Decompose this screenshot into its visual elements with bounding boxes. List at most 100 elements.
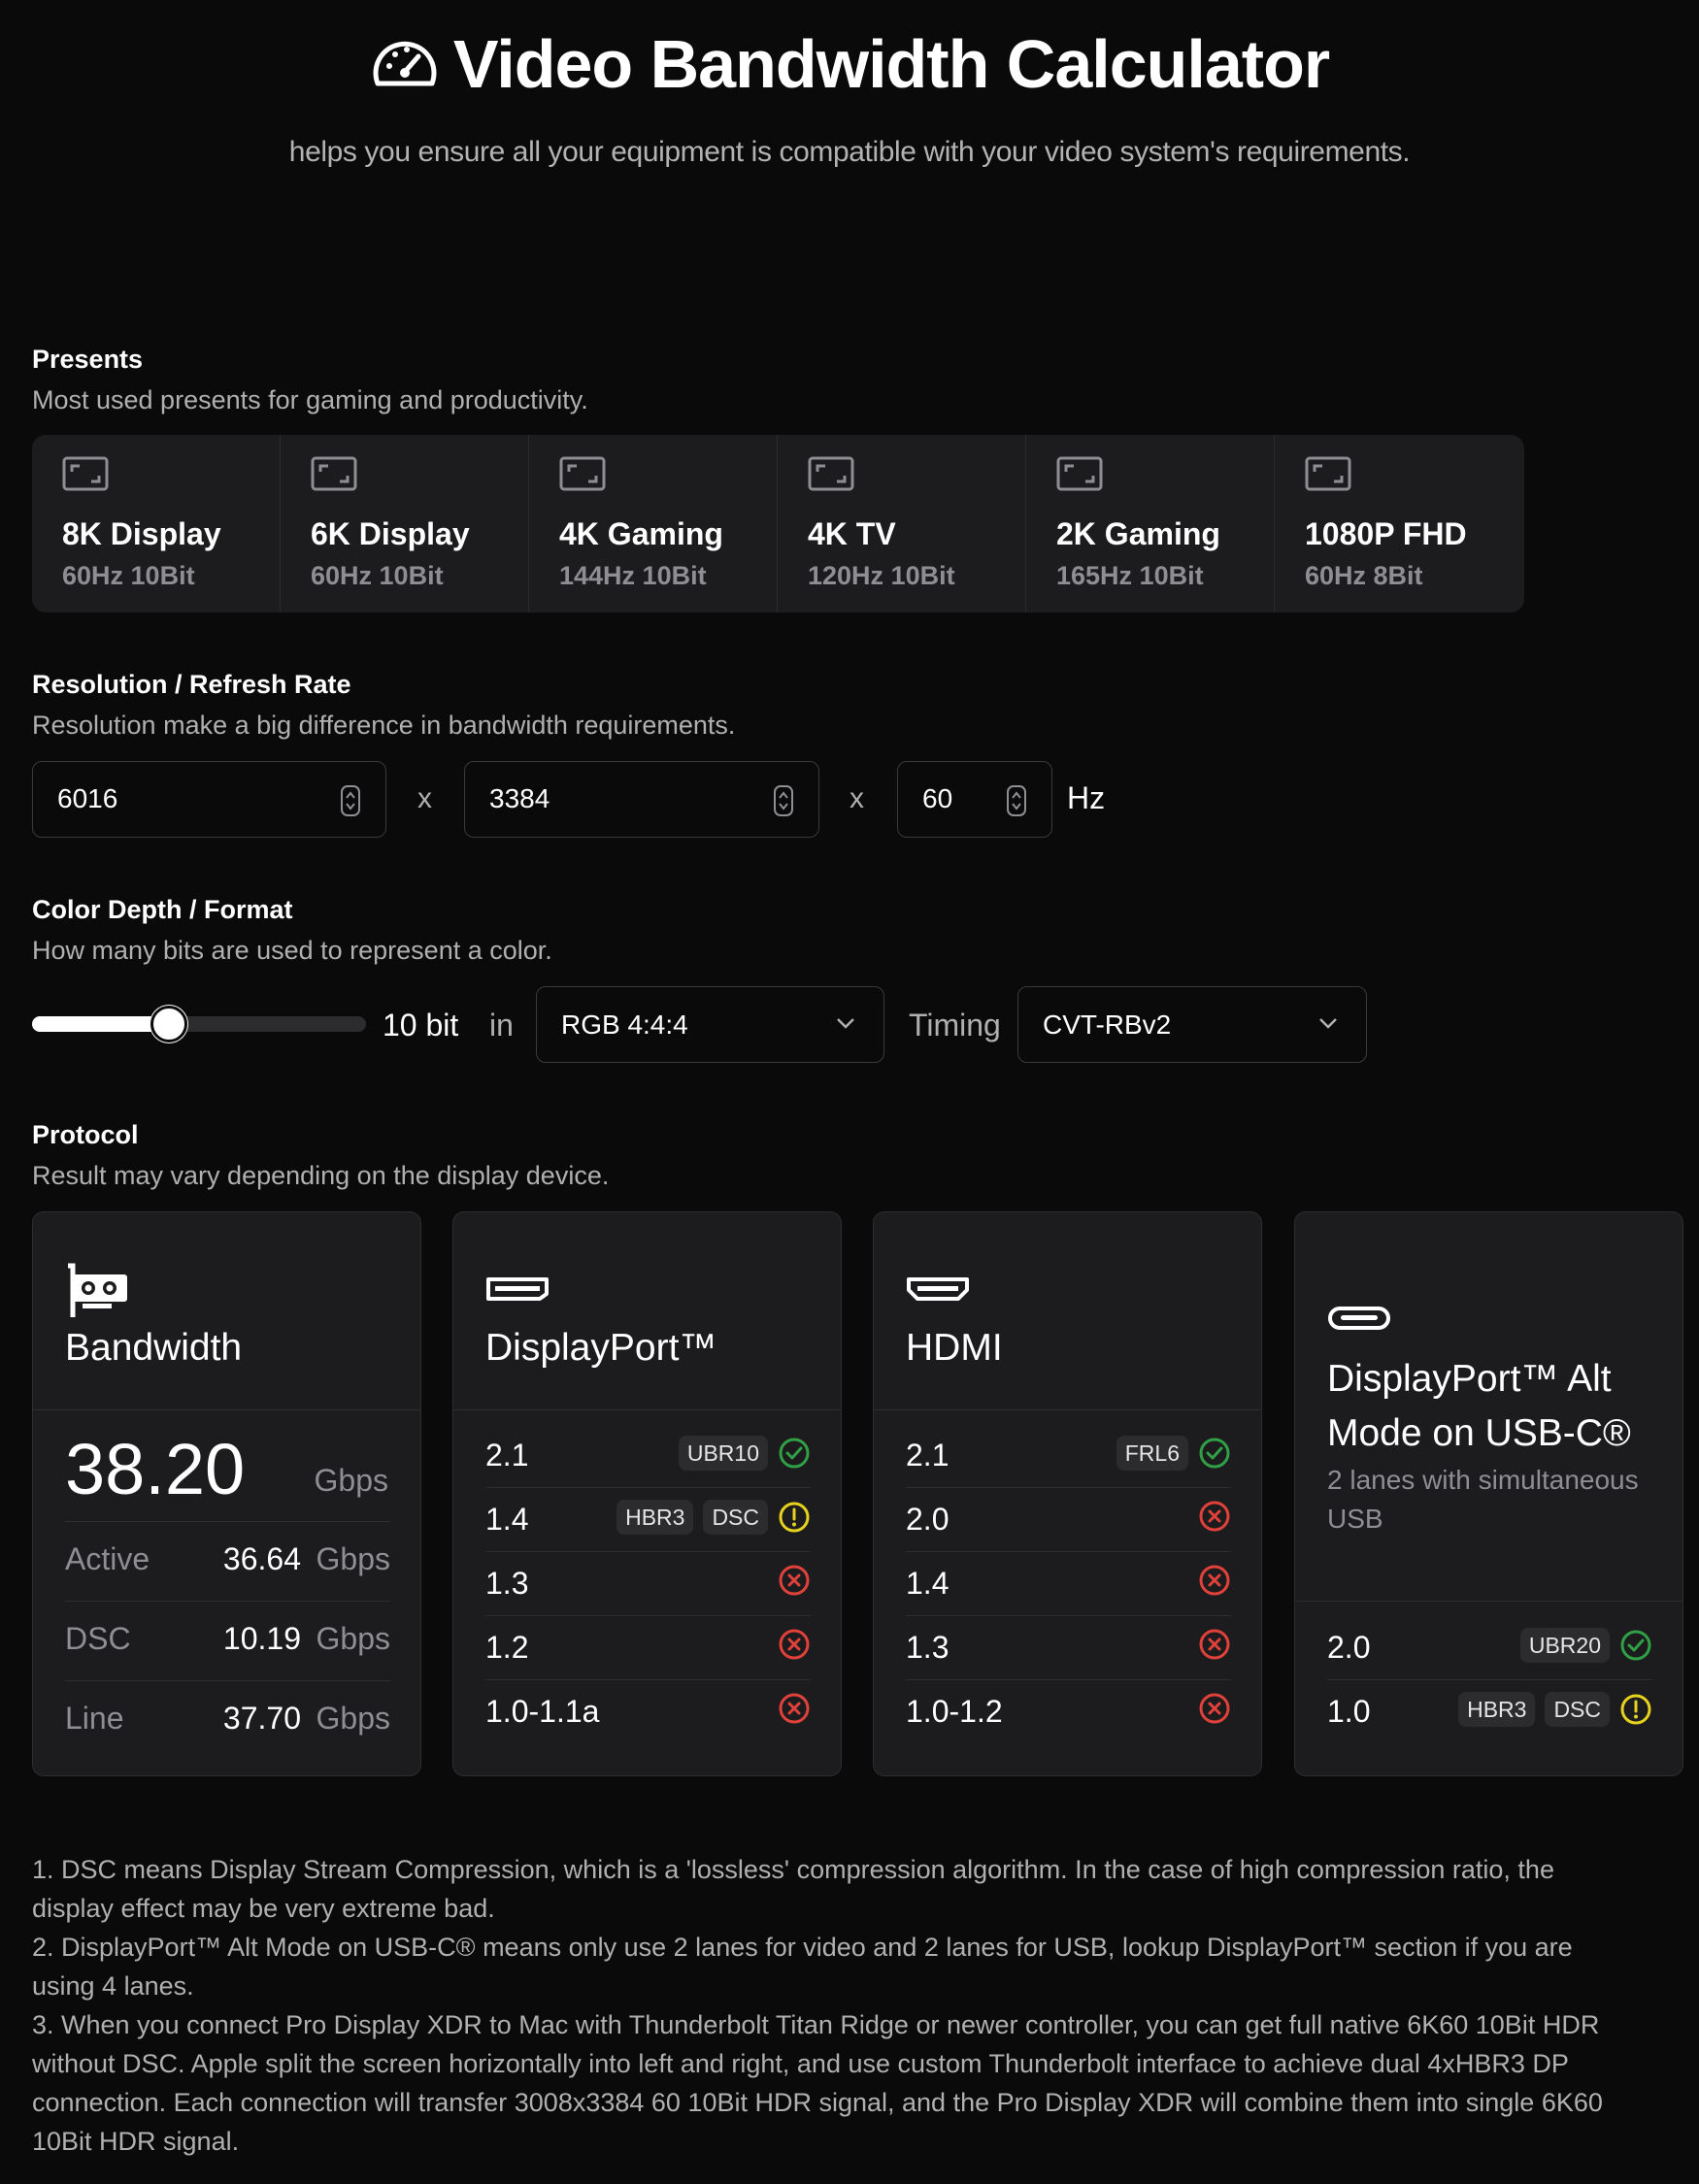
preset-6k-display[interactable]: 6K Display 60Hz 10Bit — [281, 435, 529, 612]
in-label: in — [489, 1008, 514, 1042]
bit-depth-slider[interactable] — [32, 1016, 366, 1032]
stepper-icon[interactable] — [1007, 785, 1026, 816]
screen-frame-icon — [1305, 456, 1351, 491]
preset-spec: 165Hz 10Bit — [1056, 561, 1204, 590]
warning-circle-icon — [1620, 1694, 1651, 1725]
usbc-row-2-0: 2.0 UBR20 — [1327, 1616, 1652, 1680]
color-depth-title: Color Depth / Format — [32, 895, 293, 924]
hdmi-card: HDMI 2.1 FRL6 2.0 1.4 1.3 1.0-1.2 — [873, 1211, 1262, 1776]
timing-select[interactable]: CVT-RBv2 — [1017, 986, 1367, 1063]
color-format-select[interactable]: RGB 4:4:4 — [536, 986, 884, 1063]
version-label: 2.1 — [485, 1438, 529, 1473]
chevron-down-icon — [837, 1018, 854, 1029]
slider-thumb[interactable] — [150, 1006, 187, 1042]
color-format-value: RGB 4:4:4 — [561, 1009, 688, 1040]
timing-value: CVT-RBv2 — [1043, 1009, 1172, 1040]
total-bandwidth-unit: Gbps — [314, 1463, 388, 1498]
bandwidth-row-label: Line — [65, 1701, 124, 1736]
dsc-badge: DSC — [703, 1500, 768, 1535]
bandwidth-row-unit: Gbps — [316, 1621, 390, 1656]
stepper-icon[interactable] — [341, 785, 360, 816]
displayport-row-1-2: 1.2 — [485, 1616, 811, 1680]
screen-frame-icon — [62, 456, 109, 491]
version-label: 1.4 — [906, 1566, 949, 1601]
divider — [33, 1409, 420, 1410]
note-line: 10Bit HDR signal. — [32, 2127, 240, 2156]
x-circle-icon — [1199, 1565, 1230, 1596]
dsc-badge: DSC — [1545, 1692, 1610, 1727]
note-line: without DSC. Apple split the screen hori… — [32, 2049, 1569, 2078]
note-line: 3. When you connect Pro Display XDR to M… — [32, 2010, 1600, 2039]
usb-c-connector-icon — [1328, 1307, 1390, 1330]
bandwidth-row-unit: Gbps — [316, 1701, 390, 1736]
preset-name: 2K Gaming — [1056, 516, 1220, 551]
stepper-icon[interactable] — [774, 785, 793, 816]
preset-spec: 60Hz 10Bit — [62, 561, 195, 590]
presets-list: 8K Display 60Hz 10Bit 6K Display 60Hz 10… — [32, 435, 1524, 612]
hdmi-row-1-4: 1.4 — [906, 1552, 1231, 1616]
preset-8k-display[interactable]: 8K Display 60Hz 10Bit — [32, 435, 281, 612]
chevron-down-icon — [1319, 1018, 1337, 1029]
preset-spec: 60Hz 8Bit — [1305, 561, 1423, 590]
slider-fill — [32, 1016, 173, 1032]
version-label: 2.1 — [906, 1438, 949, 1473]
height-input[interactable]: 3384 — [464, 761, 819, 838]
hz-unit-label: Hz — [1067, 780, 1106, 815]
preset-name: 1080P FHD — [1305, 516, 1467, 551]
height-value: 3384 — [489, 783, 550, 813]
presets-description: Most used presents for gaming and produc… — [32, 385, 588, 414]
width-value: 6016 — [57, 783, 118, 813]
bandwidth-row-unit: Gbps — [316, 1541, 390, 1576]
note-line: 1. DSC means Display Stream Compression,… — [32, 1855, 1554, 1884]
version-label: 1.3 — [906, 1630, 949, 1665]
displayport-connector-icon — [486, 1277, 549, 1301]
bandwidth-row-value: 36.64 — [222, 1541, 301, 1576]
version-label: 1.0-1.1a — [485, 1694, 600, 1729]
hdmi-row-2-0: 2.0 — [906, 1488, 1231, 1552]
preset-spec: 144Hz 10Bit — [559, 561, 707, 590]
refresh-rate-input[interactable]: 60 — [897, 761, 1052, 838]
usbc-card: DisplayPort™ Alt Mode on USB-C® 2 lanes … — [1294, 1211, 1683, 1776]
version-label: 1.0 — [1327, 1694, 1371, 1729]
resolution-title: Resolution / Refresh Rate — [32, 670, 351, 699]
displayport-row-1-4: 1.4 HBR3 DSC — [485, 1488, 811, 1552]
color-depth-description: How many bits are used to represent a co… — [32, 936, 552, 965]
x-circle-icon — [779, 1629, 810, 1660]
bandwidth-title: Bandwidth — [65, 1327, 243, 1369]
footnotes: 1. DSC means Display Stream Compression,… — [32, 1850, 1682, 2161]
link-rate-badge: HBR3 — [1458, 1692, 1536, 1727]
screen-frame-icon — [1056, 456, 1103, 491]
usbc-subtitle-line2: USB — [1327, 1504, 1383, 1534]
page-title: Video Bandwidth Calculator — [452, 26, 1330, 102]
preset-name: 8K Display — [62, 516, 221, 551]
usbc-title-line2: Mode on USB-C® — [1327, 1412, 1631, 1454]
version-label: 2.0 — [906, 1502, 949, 1537]
version-label: 1.4 — [485, 1502, 529, 1537]
usbc-subtitle-line1: 2 lanes with simultaneous — [1327, 1465, 1639, 1495]
preset-4k-tv[interactable]: 4K TV 120Hz 10Bit — [778, 435, 1026, 612]
presets-title: Presents — [32, 345, 144, 374]
bit-depth-label: 10 bit — [383, 1008, 459, 1042]
warning-circle-icon — [779, 1502, 810, 1533]
divider — [1295, 1601, 1682, 1602]
preset-4k-gaming[interactable]: 4K Gaming 144Hz 10Bit — [529, 435, 778, 612]
preset-2k-gaming[interactable]: 2K Gaming 165Hz 10Bit — [1026, 435, 1275, 612]
page-header: Video Bandwidth Calculator — [0, 23, 1699, 105]
screen-frame-icon — [808, 456, 854, 491]
divider — [453, 1409, 841, 1410]
bandwidth-row-active: Active 36.64 Gbps — [65, 1521, 390, 1601]
usbc-title-line1: DisplayPort™ Alt — [1327, 1358, 1612, 1400]
bandwidth-row-value: 37.70 — [222, 1701, 301, 1736]
preset-1080p-fhd[interactable]: 1080P FHD 60Hz 8Bit — [1275, 435, 1523, 612]
note-line: connection. Each connection will transfe… — [32, 2088, 1603, 2117]
protocol-description: Result may vary depending on the display… — [32, 1161, 610, 1190]
total-bandwidth-value: 38.20 — [65, 1429, 246, 1509]
check-circle-icon — [779, 1438, 810, 1469]
width-input[interactable]: 6016 — [32, 761, 386, 838]
link-rate-badge: UBR20 — [1519, 1628, 1610, 1663]
preset-name: 4K TV — [808, 516, 896, 551]
version-label: 1.2 — [485, 1630, 529, 1665]
bandwidth-row-label: Active — [65, 1541, 150, 1576]
hdmi-connector-icon — [907, 1277, 969, 1301]
hdmi-row-2-1: 2.1 FRL6 — [906, 1424, 1231, 1488]
